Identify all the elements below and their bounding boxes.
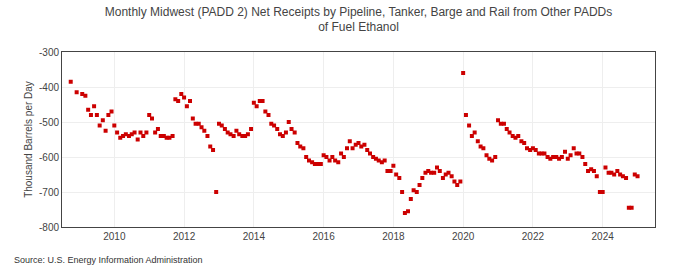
svg-text:2020: 2020 [452, 231, 475, 242]
svg-text:-500: -500 [39, 117, 59, 128]
svg-text:2010: 2010 [103, 231, 126, 242]
svg-text:2016: 2016 [312, 231, 335, 242]
svg-text:Thousand Barrels per Day: Thousand Barrels per Day [23, 81, 34, 198]
svg-text:2014: 2014 [243, 231, 266, 242]
svg-text:-400: -400 [39, 82, 59, 93]
svg-text:2012: 2012 [173, 231, 196, 242]
svg-text:2024: 2024 [592, 231, 615, 242]
svg-text:Monthly Midwest (PADD 2) Net R: Monthly Midwest (PADD 2) Net Receipts by… [105, 5, 613, 35]
svg-text:2018: 2018 [382, 231, 405, 242]
svg-text:-600: -600 [39, 152, 59, 163]
svg-text:-800: -800 [39, 222, 59, 233]
svg-text:-700: -700 [39, 187, 59, 198]
svg-text:2022: 2022 [522, 231, 545, 242]
svg-text:-300: -300 [39, 47, 59, 58]
svg-text:Source: U.S. Energy Informatio: Source: U.S. Energy Information Administ… [14, 255, 203, 265]
